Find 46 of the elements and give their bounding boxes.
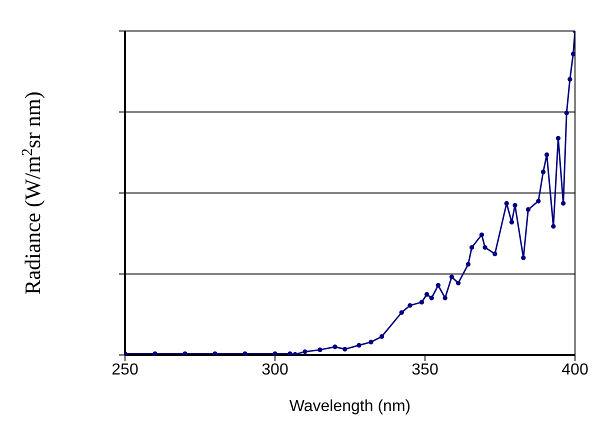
point <box>551 224 556 229</box>
x-axis-title: Wavelength (nm) <box>289 398 411 415</box>
point <box>556 136 561 141</box>
point <box>479 232 484 238</box>
point <box>379 334 384 339</box>
point <box>540 170 546 174</box>
point <box>318 347 322 352</box>
point <box>288 351 292 355</box>
point <box>512 202 518 208</box>
point <box>544 152 550 158</box>
x-tick-label: 300 <box>262 361 288 378</box>
point <box>399 310 404 315</box>
point <box>342 346 348 352</box>
point <box>564 110 569 116</box>
x-tick-label: 350 <box>412 361 438 378</box>
point <box>408 303 412 308</box>
point <box>429 296 434 300</box>
point <box>570 52 575 56</box>
point <box>509 220 514 225</box>
point <box>482 245 488 250</box>
point <box>568 76 572 82</box>
point <box>302 349 308 354</box>
x-tick-label: 400 <box>562 361 588 378</box>
point <box>469 245 474 250</box>
point <box>356 342 362 348</box>
point <box>504 201 509 206</box>
point <box>272 351 278 355</box>
point <box>521 255 526 260</box>
point <box>492 252 498 256</box>
point <box>332 344 338 350</box>
point <box>466 262 471 267</box>
x-tick-label: 250 <box>112 361 138 378</box>
point <box>242 351 248 355</box>
point <box>419 300 424 305</box>
point <box>152 351 158 355</box>
point <box>560 201 566 206</box>
point <box>436 282 441 288</box>
point <box>442 296 448 300</box>
point <box>526 207 531 212</box>
point <box>449 274 454 280</box>
point <box>368 340 374 344</box>
point <box>212 351 218 355</box>
point <box>424 292 430 297</box>
point <box>536 198 541 204</box>
point <box>182 351 188 355</box>
point <box>456 280 461 286</box>
